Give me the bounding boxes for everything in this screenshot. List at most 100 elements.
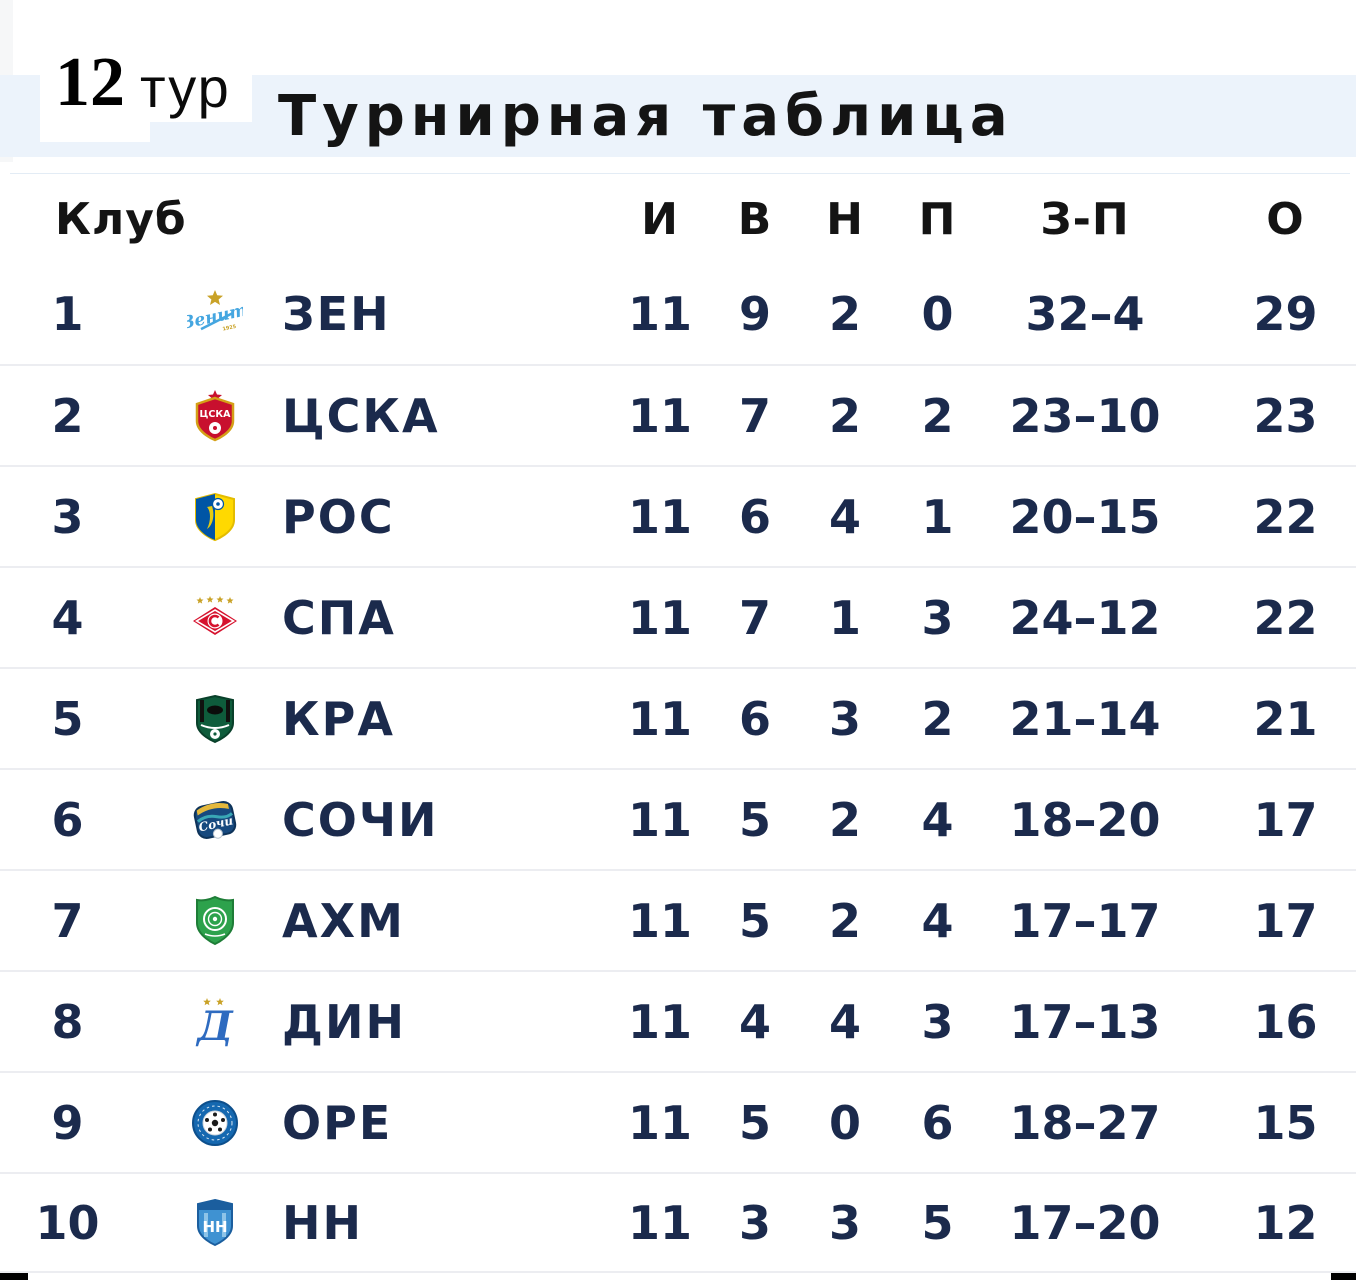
draws-cell: 0 (828, 1095, 861, 1150)
wins-cell: 6 (738, 691, 771, 746)
losses-cell: 5 (921, 1195, 954, 1250)
position-cell: 6 (51, 792, 84, 847)
cska-logo: ЦСКА (135, 388, 282, 444)
rostov-logo (135, 489, 282, 545)
draws-cell: 2 (828, 388, 861, 443)
club-name: СПА (282, 590, 396, 645)
position-cell: 4 (51, 590, 84, 645)
svg-text:1925: 1925 (222, 323, 237, 332)
round-word: тур (140, 56, 231, 119)
zenit-logo: Зенит 1925 (135, 286, 282, 342)
table-row[interactable]: 5 КРА 11 6 3 2 21–14 21 (0, 667, 1356, 768)
losses-cell: 2 (921, 691, 954, 746)
page-title: Турнирная таблица (278, 83, 1014, 149)
goals-cell: 18–20 (1009, 792, 1161, 847)
losses-cell: 2 (921, 388, 954, 443)
played-cell: 11 (627, 286, 692, 341)
goals-cell: 17–20 (1009, 1195, 1161, 1250)
svg-text:НН: НН (202, 1218, 227, 1236)
column-header-losses: П (918, 193, 957, 245)
points-cell: 23 (1253, 388, 1318, 443)
table-row[interactable]: 8 Д ДИН 11 4 4 3 17–13 16 (0, 970, 1356, 1071)
position-cell: 10 (35, 1195, 100, 1250)
points-cell: 29 (1253, 286, 1318, 341)
position-cell: 9 (51, 1095, 84, 1150)
table-row[interactable]: 9 ОРЕ 11 5 0 (0, 1071, 1356, 1172)
goals-cell: 24–12 (1009, 590, 1161, 645)
played-cell: 11 (627, 590, 692, 645)
column-header-draws: Н (826, 193, 864, 245)
akhmat-logo (135, 893, 282, 949)
table-top-divider (10, 173, 1350, 174)
round-number: 12 (55, 44, 125, 121)
draws-cell: 2 (828, 286, 861, 341)
wins-cell: 7 (738, 388, 771, 443)
position-cell: 7 (51, 893, 84, 948)
position-cell: 8 (51, 994, 84, 1049)
spartak-logo (135, 590, 282, 646)
table-row[interactable]: 7 АХМ 11 5 2 4 17–17 17 (0, 869, 1356, 970)
losses-cell: 3 (921, 994, 954, 1049)
goals-cell: 32–4 (1025, 286, 1145, 341)
club-name: АХМ (282, 893, 405, 948)
draws-cell: 3 (828, 691, 861, 746)
club-name: НН (282, 1195, 363, 1250)
played-cell: 11 (627, 489, 692, 544)
krasnodar-logo (135, 691, 282, 747)
points-cell: 15 (1253, 1095, 1318, 1150)
wins-cell: 4 (738, 994, 771, 1049)
crop-artifact (1331, 1273, 1356, 1280)
orenburg-logo (135, 1095, 282, 1151)
draws-cell: 2 (828, 792, 861, 847)
draws-cell: 4 (828, 489, 861, 544)
wins-cell: 5 (738, 1095, 771, 1150)
crop-artifact (0, 1273, 28, 1280)
draws-cell: 1 (828, 590, 861, 645)
club-name: ЗЕН (282, 286, 391, 341)
nn-logo: НН (135, 1195, 282, 1251)
goals-cell: 23–10 (1009, 388, 1161, 443)
points-cell: 21 (1253, 691, 1318, 746)
goals-cell: 20–15 (1009, 489, 1161, 544)
table-row[interactable]: 3 РОС 11 6 4 1 20–15 22 (0, 465, 1356, 566)
points-cell: 22 (1253, 590, 1318, 645)
club-name: ОРЕ (282, 1095, 393, 1150)
points-cell: 22 (1253, 489, 1318, 544)
table-row[interactable]: 6 Сочи СОЧИ 11 5 2 4 18–20 17 (0, 768, 1356, 869)
points-cell: 16 (1253, 994, 1318, 1049)
losses-cell: 0 (921, 286, 954, 341)
table-row[interactable]: 2 ЦСКА ЦСКА 11 7 2 2 23–10 23 (0, 364, 1356, 465)
played-cell: 11 (627, 1195, 692, 1250)
table-row[interactable]: 4 СПА 11 7 1 3 (0, 566, 1356, 667)
played-cell: 11 (627, 691, 692, 746)
draws-cell: 4 (828, 994, 861, 1049)
position-cell: 5 (51, 691, 84, 746)
position-cell: 1 (51, 286, 84, 341)
played-cell: 11 (627, 994, 692, 1049)
table-row[interactable]: 1 Зенит 1925 ЗЕН 11 9 2 0 32–4 29 (0, 263, 1356, 364)
standings-table: Клуб И В Н П З-П О 1 Зенит 1925 ЗЕ (0, 175, 1356, 1273)
column-header-goal-diff: З-П (1040, 193, 1130, 245)
points-cell: 17 (1253, 792, 1318, 847)
column-header-played: И (641, 193, 679, 245)
losses-cell: 6 (921, 1095, 954, 1150)
column-header-wins: В (737, 193, 773, 245)
wins-cell: 7 (738, 590, 771, 645)
wins-cell: 5 (738, 792, 771, 847)
losses-cell: 4 (921, 792, 954, 847)
table-row[interactable]: 10 НН НН 11 3 3 5 17–20 12 (0, 1172, 1356, 1273)
club-name: КРА (282, 691, 395, 746)
sochi-logo: Сочи (135, 792, 282, 848)
losses-cell: 4 (921, 893, 954, 948)
played-cell: 11 (627, 388, 692, 443)
played-cell: 11 (627, 792, 692, 847)
svg-text:Д: Д (195, 1003, 234, 1050)
played-cell: 11 (627, 1095, 692, 1150)
draws-cell: 2 (828, 893, 861, 948)
goals-cell: 17–17 (1009, 893, 1161, 948)
played-cell: 11 (627, 893, 692, 948)
wins-cell: 5 (738, 893, 771, 948)
wins-cell: 9 (738, 286, 771, 341)
losses-cell: 3 (921, 590, 954, 645)
club-name: ДИН (282, 994, 406, 1049)
